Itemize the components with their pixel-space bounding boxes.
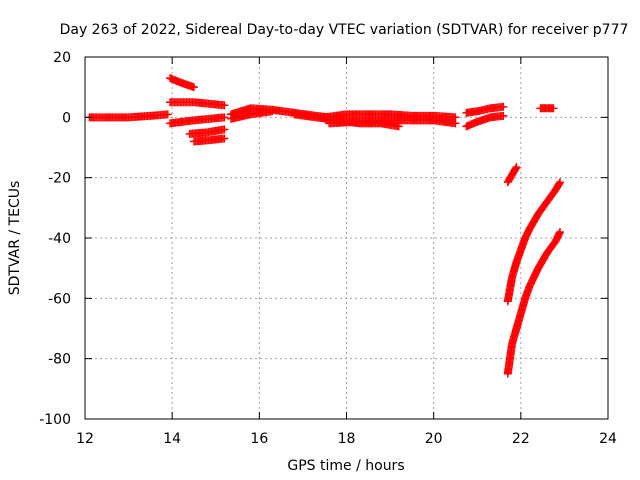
- x-tick-label: 18: [338, 431, 356, 447]
- data-point: [220, 134, 229, 143]
- y-tick-label: 20: [53, 50, 71, 66]
- data-point: [268, 107, 277, 116]
- series-s15: [503, 163, 521, 187]
- data-point: [163, 110, 172, 119]
- series-s4: [165, 113, 229, 128]
- x-tick-label: 16: [250, 431, 268, 447]
- series-s3: [165, 98, 229, 110]
- data-point: [220, 113, 229, 122]
- y-tick-labels: -100 -80 -60 -40 -20 0 20: [39, 50, 71, 428]
- data-point: [189, 83, 198, 92]
- series-s13: [462, 111, 508, 131]
- series-s2: [165, 74, 198, 92]
- y-tick-label: -80: [48, 352, 71, 368]
- series-s8: [227, 107, 277, 123]
- axis-ticks: [84, 56, 609, 420]
- y-tick-label: -60: [48, 291, 71, 307]
- series-s17: [503, 227, 565, 378]
- data-point: [511, 164, 520, 173]
- y-axis-label: SDTVAR / TECUs: [7, 181, 23, 296]
- data-point: [499, 111, 508, 120]
- x-tick-label: 22: [512, 431, 530, 447]
- series-s14: [536, 104, 558, 113]
- x-tick-label: 12: [76, 431, 94, 447]
- chart-title: Day 263 of 2022, Sidereal Day-to-day VTE…: [60, 22, 629, 38]
- data-point: [555, 179, 564, 188]
- y-tick-label: -20: [48, 171, 71, 187]
- data-point: [556, 178, 565, 187]
- data-point: [451, 119, 460, 128]
- x-tick-label: 14: [163, 431, 181, 447]
- x-axis-label: GPS time / hours: [287, 458, 404, 474]
- x-tick-label: 20: [425, 431, 443, 447]
- y-tick-label: -100: [39, 412, 71, 428]
- series-s5: [185, 125, 229, 138]
- data-point: [499, 102, 508, 111]
- series-s16: [503, 178, 565, 306]
- series-s11: [325, 116, 460, 128]
- x-tick-labels: 12 14 16 18 20 22 24: [76, 431, 617, 447]
- data-point: [512, 163, 521, 172]
- y-tick-label: 0: [62, 110, 71, 126]
- data-point: [220, 125, 229, 134]
- series-s10: [320, 110, 460, 122]
- x-tick-label: 24: [599, 431, 617, 447]
- data-point: [549, 104, 558, 113]
- data-point: [556, 227, 565, 236]
- data-point: [220, 101, 229, 110]
- y-tick-label: -40: [48, 231, 71, 247]
- series-s12: [462, 102, 508, 117]
- data-points: [85, 74, 565, 378]
- series-s6: [189, 134, 229, 146]
